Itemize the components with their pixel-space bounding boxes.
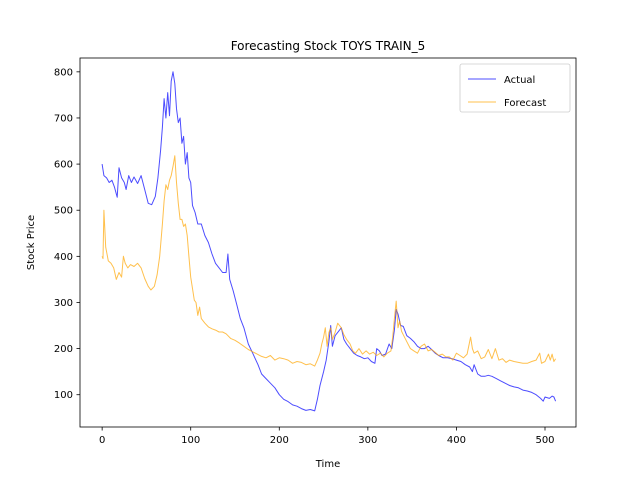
- plot-area: [101, 71, 557, 412]
- series-line-actual: [101, 71, 557, 412]
- series-line-forecast: [101, 155, 557, 367]
- x-tick-label: 200: [270, 435, 289, 446]
- y-tick-label: 100: [54, 390, 73, 401]
- legend-label-forecast: Forecast: [504, 98, 546, 109]
- y-tick-label: 700: [54, 113, 73, 124]
- x-axis-title: Time: [315, 459, 340, 470]
- axes-ticks: 0 100 200 300 400 500 100 200 300 400 500 600 700 800: [54, 67, 555, 446]
- chart-title: Forecasting Stock TOYS TRAIN_5: [231, 39, 426, 53]
- y-tick-label: 300: [54, 298, 73, 309]
- y-tick-label: 200: [54, 344, 73, 355]
- x-tick-label: 300: [358, 435, 377, 446]
- legend: Actual Forecast: [459, 63, 571, 113]
- x-tick-label: 100: [181, 435, 200, 446]
- x-tick-label: 0: [99, 435, 105, 446]
- x-tick-label: 500: [535, 435, 554, 446]
- y-axis-title: Stock Price: [26, 215, 37, 270]
- axes-frame: [79, 57, 577, 428]
- y-tick-label: 500: [54, 206, 73, 217]
- y-tick-label: 800: [54, 67, 73, 78]
- legend-label-actual: Actual: [504, 75, 535, 86]
- x-tick-label: 400: [447, 435, 466, 446]
- legend-box: [459, 63, 571, 113]
- y-tick-label: 600: [54, 160, 73, 171]
- y-tick-label: 400: [54, 252, 73, 263]
